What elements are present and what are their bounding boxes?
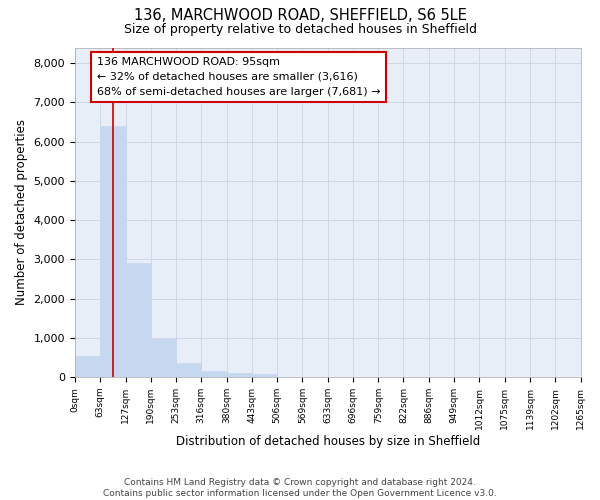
Bar: [125, 262, 151, 377]
Y-axis label: Number of detached properties: Number of detached properties: [15, 120, 28, 306]
Bar: [100, 126, 125, 377]
Text: Size of property relative to detached houses in Sheffield: Size of property relative to detached ho…: [124, 22, 476, 36]
X-axis label: Distribution of detached houses by size in Sheffield: Distribution of detached houses by size …: [176, 434, 480, 448]
Text: 136 MARCHWOOD ROAD: 95sqm
← 32% of detached houses are smaller (3,616)
68% of se: 136 MARCHWOOD ROAD: 95sqm ← 32% of detac…: [97, 57, 380, 96]
Bar: [201, 371, 227, 377]
Text: 136, MARCHWOOD ROAD, SHEFFIELD, S6 5LE: 136, MARCHWOOD ROAD, SHEFFIELD, S6 5LE: [134, 8, 466, 22]
Bar: [176, 362, 201, 377]
Text: Contains HM Land Registry data © Crown copyright and database right 2024.
Contai: Contains HM Land Registry data © Crown c…: [103, 478, 497, 498]
Bar: [252, 374, 277, 377]
Bar: [75, 356, 100, 377]
Bar: [227, 373, 252, 377]
Bar: [151, 339, 176, 377]
